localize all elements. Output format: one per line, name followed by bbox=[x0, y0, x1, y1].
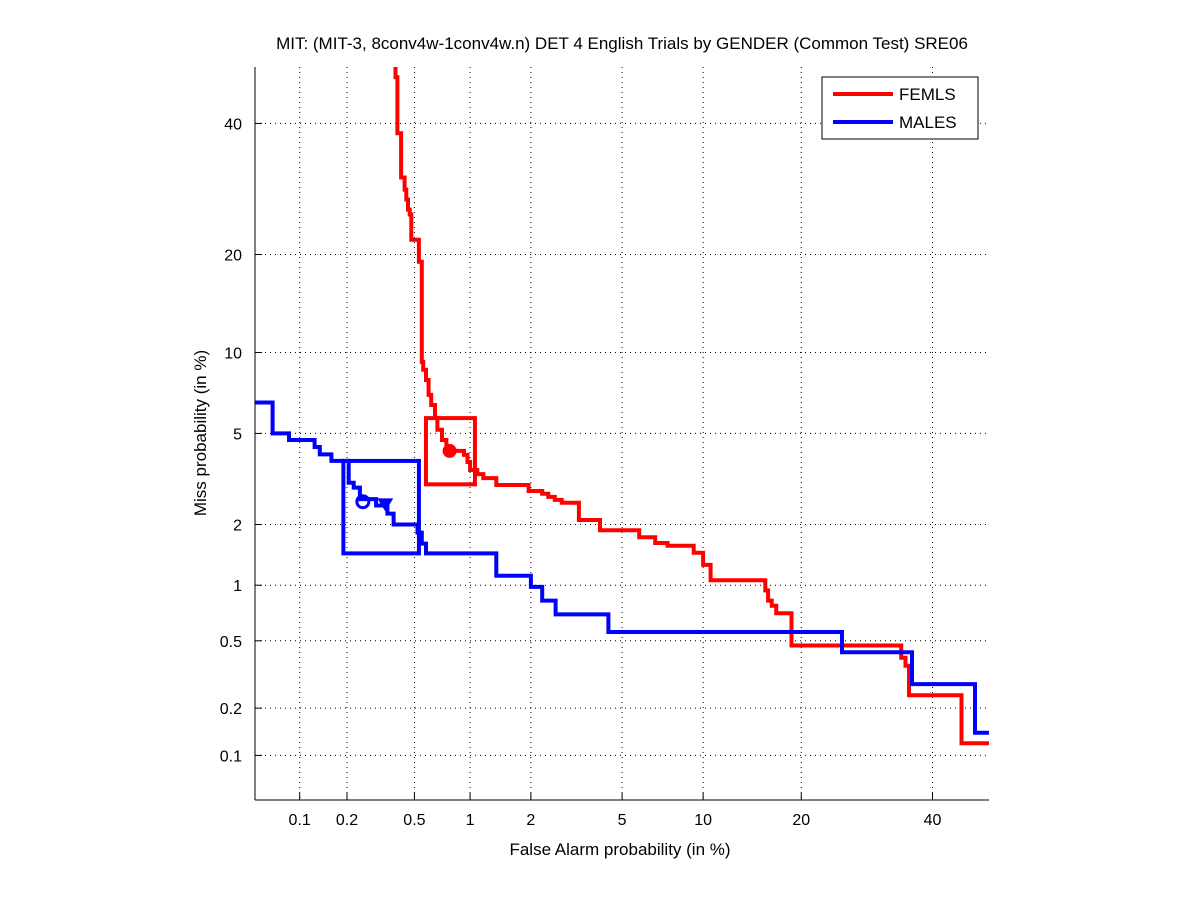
grid-lines bbox=[255, 67, 989, 800]
curves bbox=[255, 67, 989, 746]
x-axis-label: False Alarm probability (in %) bbox=[509, 840, 730, 859]
y-tick-label: 40 bbox=[224, 116, 242, 133]
x-tick-label: 20 bbox=[792, 812, 810, 829]
confidence-box-males bbox=[341, 458, 421, 556]
min-dcf-marker-femls bbox=[442, 443, 457, 458]
legend-label-femls: FEMLS bbox=[899, 85, 956, 104]
series-males bbox=[255, 400, 989, 735]
x-tick-label: 10 bbox=[694, 812, 712, 829]
act-dcf-marker-males bbox=[377, 498, 394, 512]
confidence-box-femls bbox=[423, 416, 477, 487]
legend-box bbox=[821, 76, 979, 140]
y-tick-label: 0.2 bbox=[220, 701, 242, 718]
legend: FEMLS MALES bbox=[821, 76, 979, 140]
x-tick-label: 0.5 bbox=[403, 812, 425, 829]
y-tick-label: 2 bbox=[233, 517, 242, 534]
y-tick-label: 5 bbox=[233, 426, 242, 443]
x-tick-label: 2 bbox=[526, 812, 535, 829]
series-femls bbox=[393, 67, 989, 746]
x-tick-label: 1 bbox=[466, 812, 475, 829]
det-curve-males bbox=[255, 400, 989, 735]
y-tick-label: 0.5 bbox=[220, 634, 242, 651]
y-tick-label: 20 bbox=[224, 247, 242, 264]
det-curve-femls bbox=[393, 67, 989, 746]
x-tick-label: 5 bbox=[618, 812, 627, 829]
y-tick-label: 0.1 bbox=[220, 748, 242, 765]
y-axis-ticks: 0.1 0.2 0.5 1 2 5 10 20 40 bbox=[220, 116, 262, 765]
legend-label-males: MALES bbox=[899, 113, 957, 132]
y-tick-label: 10 bbox=[224, 345, 242, 362]
x-axis-ticks: 0.1 0.2 0.5 1 2 5 10 20 40 bbox=[289, 793, 942, 829]
x-tick-label: 40 bbox=[924, 812, 942, 829]
x-tick-label: 0.2 bbox=[336, 812, 358, 829]
y-tick-label: 1 bbox=[233, 578, 242, 595]
x-tick-label: 0.1 bbox=[289, 812, 311, 829]
y-axis-label: Miss probability (in %) bbox=[191, 350, 210, 516]
chart-title: MIT: (MIT-3, 8conv4w-1conv4w.n) DET 4 En… bbox=[276, 34, 968, 53]
min-dcf-marker-males bbox=[355, 494, 371, 510]
